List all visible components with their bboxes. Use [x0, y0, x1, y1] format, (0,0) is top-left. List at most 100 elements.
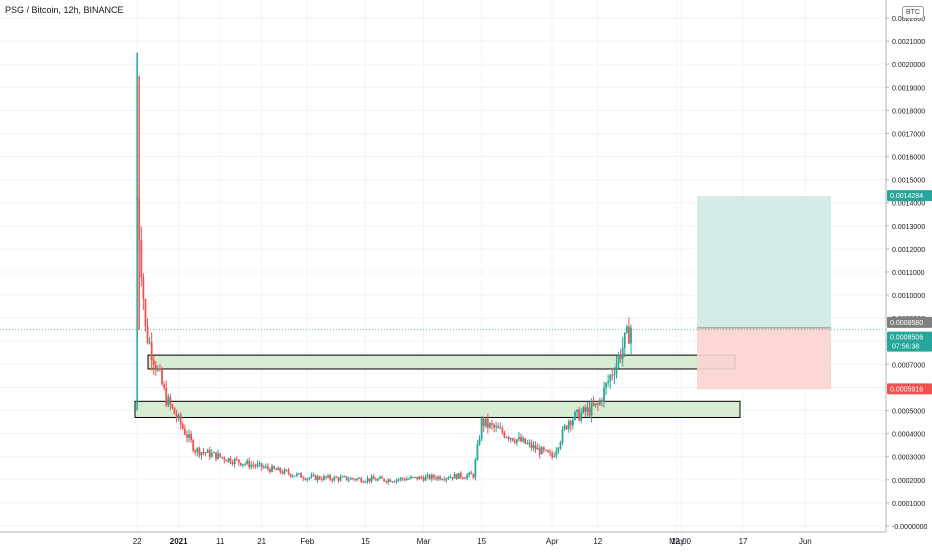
candle-body: [157, 368, 159, 371]
support-zone: [134, 400, 741, 418]
candle-body: [432, 475, 435, 478]
candle-body: [584, 407, 587, 412]
candle-body: [495, 426, 498, 428]
candle-body: [302, 477, 305, 479]
candle-body: [310, 475, 313, 478]
price-label-box: [887, 383, 932, 395]
price-label-text: 0.0014284: [890, 193, 923, 200]
candle-body: [518, 436, 520, 440]
candle-body: [279, 467, 282, 473]
candle-body: [318, 476, 321, 480]
candle-body: [376, 478, 379, 481]
candle-body: [379, 477, 381, 479]
y-tick-label: 0.0001000: [892, 501, 925, 508]
candle-body: [248, 460, 251, 468]
candle-body: [327, 475, 329, 478]
y-tick-label: 0.0010000: [892, 293, 925, 300]
candle-body: [343, 476, 346, 478]
candle-body: [420, 476, 423, 478]
candle-body: [347, 479, 350, 481]
candle-body: [229, 458, 232, 463]
candle-body: [252, 464, 255, 466]
candle-body: [231, 462, 234, 465]
candle-body: [615, 363, 618, 375]
candle-body: [237, 459, 240, 463]
profit-target-zone: [697, 196, 831, 328]
candle-body: [364, 481, 367, 483]
x-tick-label: 11: [216, 537, 225, 546]
candle-body: [271, 466, 273, 473]
candle-body: [598, 399, 601, 405]
y-tick-label: 0.0022000: [892, 16, 925, 23]
x-tick-label: 15: [477, 537, 486, 546]
candle-body: [391, 481, 394, 483]
candle-body: [206, 449, 209, 453]
candle-body: [590, 402, 593, 416]
candle-body: [445, 478, 448, 480]
candle-body: [354, 479, 356, 481]
candle-body: [186, 434, 188, 438]
candle-body: [194, 450, 197, 453]
candle-body: [140, 240, 143, 278]
candle-body: [572, 419, 574, 426]
y-tick-label: 0.0017000: [892, 131, 925, 138]
candle-body: [260, 463, 263, 468]
candle-body: [383, 478, 385, 482]
candle-body: [441, 479, 444, 481]
candle-body: [542, 447, 545, 451]
candle-body: [202, 452, 205, 454]
candle-body: [422, 477, 425, 481]
candle-body: [459, 472, 462, 478]
candle-body: [349, 478, 352, 480]
candle-body: [152, 359, 155, 366]
candle-body: [148, 342, 151, 344]
candle-body: [179, 415, 182, 425]
candle-body: [534, 445, 537, 450]
candle-body: [296, 473, 298, 476]
candle-body: [213, 452, 215, 454]
y-tick-label: 0.0020000: [892, 62, 925, 69]
candle-body: [605, 383, 607, 388]
candle-body: [385, 481, 388, 483]
candle-body: [408, 478, 410, 480]
candle-body: [457, 472, 460, 479]
candle-body: [183, 428, 186, 435]
x-tick-label: Feb: [300, 537, 314, 546]
candle-body: [316, 476, 319, 481]
candle-body: [266, 466, 269, 469]
candle-body: [617, 354, 620, 364]
candle-body: [331, 479, 334, 481]
candle-body: [167, 396, 170, 406]
candle-body: [161, 369, 163, 385]
candle-body: [335, 476, 338, 478]
candle-body: [227, 458, 230, 462]
candle-body: [366, 478, 369, 482]
y-tick-label: 0.0004000: [892, 432, 925, 439]
candle-body: [275, 468, 278, 471]
candle-body: [196, 448, 199, 453]
candle-body: [574, 411, 576, 420]
y-tick-label: 0.0005000: [892, 409, 925, 416]
candle-body: [576, 409, 578, 412]
candle-body: [372, 476, 375, 480]
candle-body: [462, 477, 464, 479]
candle-body: [592, 402, 595, 406]
candle-body: [513, 440, 516, 443]
price-label-box: [887, 190, 932, 202]
candle-body: [175, 414, 178, 419]
candle-body: [437, 476, 439, 480]
candle-body: [242, 464, 244, 466]
candle-body: [200, 452, 203, 456]
candle-body: [491, 423, 493, 425]
candle-body: [329, 475, 332, 480]
x-tick-label: Mar: [417, 537, 431, 546]
candle-body: [150, 342, 153, 360]
candle-body: [333, 476, 336, 481]
candle-body: [439, 476, 441, 480]
candle-body: [397, 479, 400, 481]
candle-body: [601, 399, 603, 402]
candle-body: [381, 477, 383, 479]
currency-badge[interactable]: BTC: [902, 6, 924, 19]
